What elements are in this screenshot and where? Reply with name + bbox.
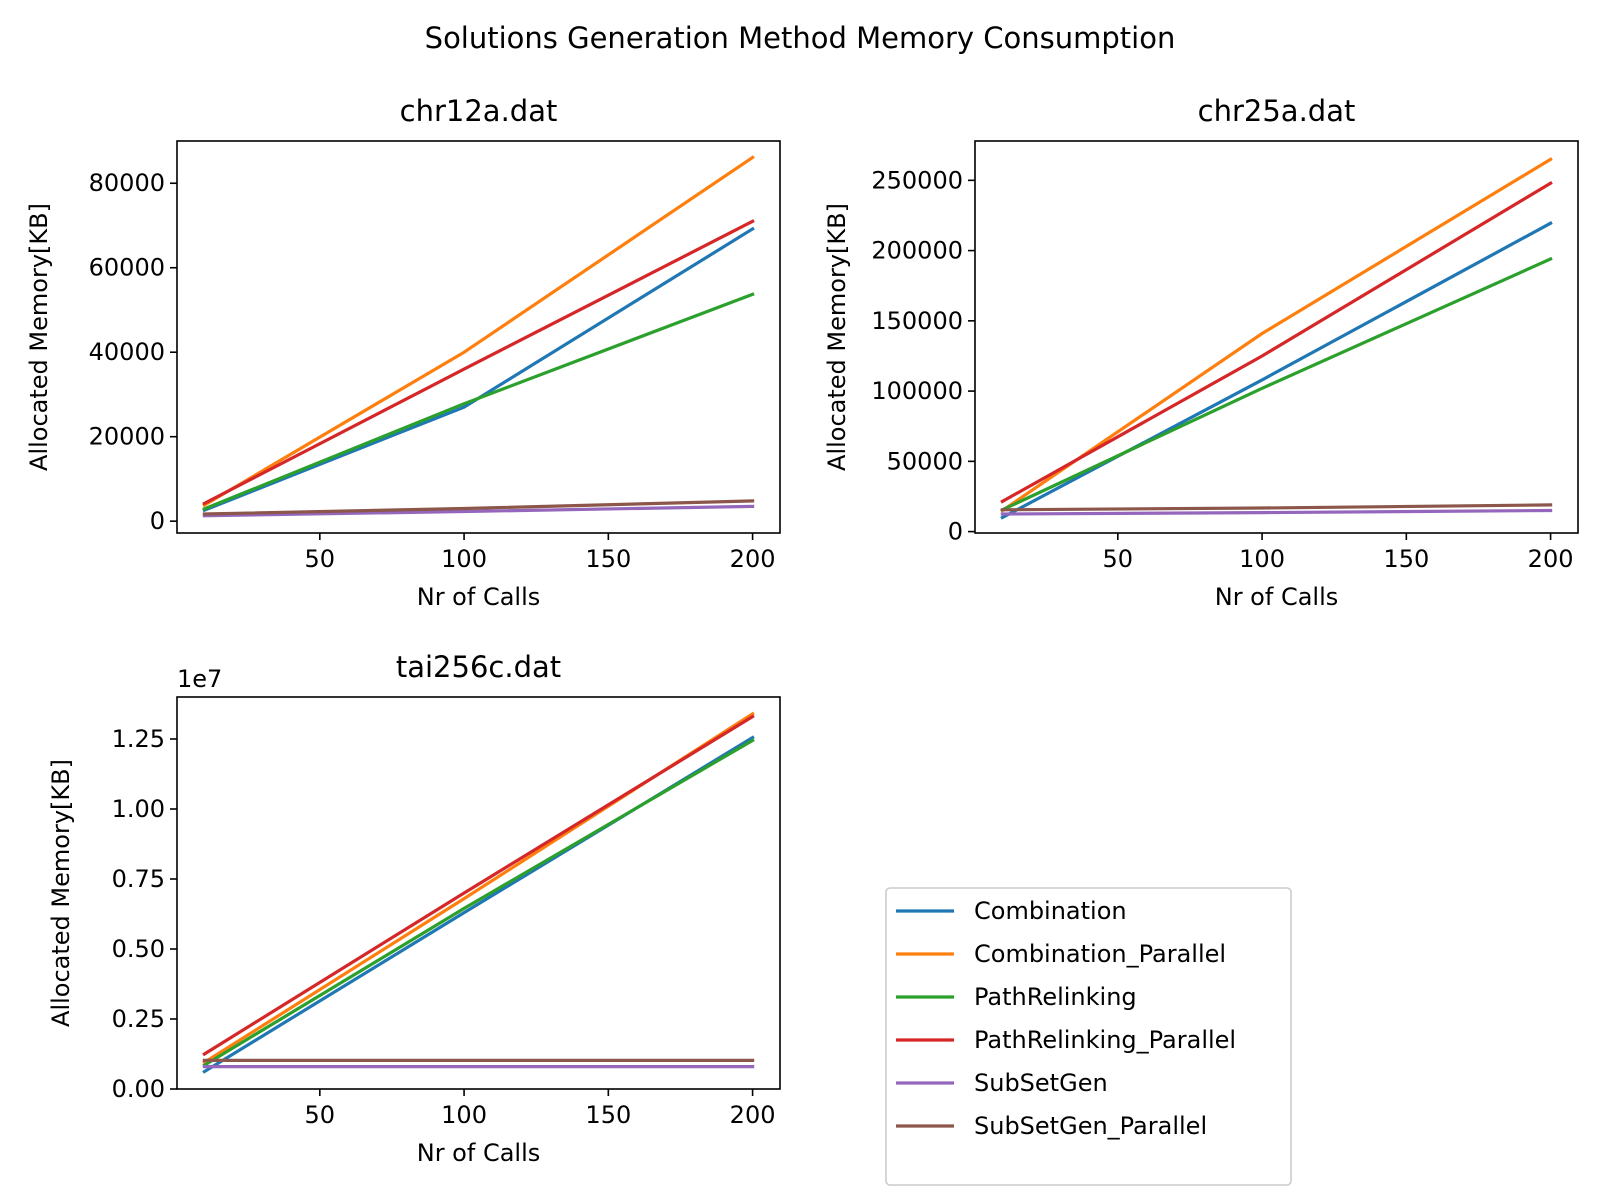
legend-label: PathRelinking bbox=[974, 983, 1137, 1011]
series-line-subsetgen bbox=[202, 504, 755, 518]
series-line-pathrelinking-parallel bbox=[202, 219, 755, 506]
x-tick-label: 100 bbox=[1239, 545, 1285, 573]
x-axis-label: Nr of Calls bbox=[417, 583, 541, 611]
subplot-title: chr12a.dat bbox=[400, 94, 558, 128]
legend-label: SubSetGen bbox=[974, 1069, 1108, 1097]
legend-label: SubSetGen_Parallel bbox=[974, 1112, 1207, 1140]
series-line-subsetgen-parallel bbox=[1000, 503, 1553, 512]
series-line-pathrelinking bbox=[1000, 256, 1553, 512]
y-tick-label: 0.75 bbox=[112, 865, 165, 893]
subplots: 50 100 150 200 0 20000 40000 60000 80000 chr12a.d… bbox=[25, 94, 1579, 1167]
y-tick-label: 0.50 bbox=[112, 935, 165, 963]
subplot-0: 50 100 150 200 0 20000 40000 60000 80000 chr12a.d… bbox=[25, 94, 781, 611]
legend-label: Combination_Parallel bbox=[974, 940, 1226, 968]
series-line-combination-parallel bbox=[202, 155, 755, 508]
y-tick-label: 200000 bbox=[871, 237, 963, 265]
y-tick-label: 1.25 bbox=[112, 725, 165, 753]
legend: Combination Combination_Parallel PathRelin… bbox=[885, 887, 1292, 1186]
y-tick-label: 100000 bbox=[871, 377, 963, 405]
y-tick-label: 0 bbox=[948, 518, 963, 546]
series-line-pathrelinking bbox=[202, 292, 755, 511]
series-line-combination bbox=[1000, 221, 1553, 520]
subplot-1: 50 100 150 200 0 50000 100000 150000 200000 25000… bbox=[823, 94, 1579, 611]
y-tick-label: 80000 bbox=[89, 169, 165, 197]
series-line-pathrelinking bbox=[202, 738, 755, 1068]
y-tick-label: 250000 bbox=[871, 166, 963, 194]
axes-frame bbox=[974, 140, 1579, 534]
y-tick-label: 20000 bbox=[89, 423, 165, 451]
x-tick-label: 50 bbox=[305, 545, 336, 573]
axes-frame bbox=[176, 140, 781, 534]
y-tick-label: 60000 bbox=[89, 254, 165, 282]
figure-title: Solutions Generation Method Memory Consu… bbox=[425, 21, 1176, 55]
y-axis-label: Allocated Memory[KB] bbox=[25, 203, 53, 471]
x-tick-label: 150 bbox=[585, 545, 631, 573]
legend-frame bbox=[885, 887, 1292, 1186]
series-line-combination-parallel bbox=[1000, 157, 1553, 513]
y-tick-label: 0.25 bbox=[112, 1005, 165, 1033]
y-tick-label: 0 bbox=[150, 507, 165, 535]
x-tick-label: 200 bbox=[730, 545, 776, 573]
y-tick-label: 0.00 bbox=[112, 1075, 165, 1103]
legend-label: Combination bbox=[974, 897, 1127, 925]
x-tick-label: 200 bbox=[1528, 545, 1574, 573]
y-axis-label: Allocated Memory[KB] bbox=[47, 759, 75, 1027]
subplot-2: 50 100 150 200 0.00 0.25 0.50 0.75 1.00 1.25 1e7 ta… bbox=[47, 650, 781, 1167]
x-tick-label: 200 bbox=[730, 1101, 776, 1129]
subplot-title: chr25a.dat bbox=[1198, 94, 1356, 128]
series-line-pathrelinking-parallel bbox=[202, 714, 755, 1057]
x-tick-label: 100 bbox=[441, 1101, 487, 1129]
x-tick-label: 50 bbox=[305, 1101, 336, 1129]
y-tick-label: 40000 bbox=[89, 338, 165, 366]
y-tick-label: 150000 bbox=[871, 307, 963, 335]
y-tick-label: 1.00 bbox=[112, 795, 165, 823]
y-tick-label: 50000 bbox=[887, 447, 963, 475]
y-offset-label: 1e7 bbox=[177, 665, 222, 693]
x-axis-label: Nr of Calls bbox=[1215, 583, 1339, 611]
y-axis-label: Allocated Memory[KB] bbox=[823, 203, 851, 471]
series-line-subsetgen-parallel bbox=[202, 499, 755, 516]
series-line-subsetgen bbox=[1000, 508, 1553, 516]
series-line-combination bbox=[202, 226, 755, 513]
x-axis-label: Nr of Calls bbox=[417, 1139, 541, 1167]
axes-frame bbox=[176, 696, 781, 1090]
legend-label: PathRelinking_Parallel bbox=[974, 1026, 1236, 1054]
x-tick-label: 150 bbox=[585, 1101, 631, 1129]
x-tick-label: 50 bbox=[1103, 545, 1134, 573]
subplot-title: tai256c.dat bbox=[396, 650, 561, 684]
x-tick-label: 100 bbox=[441, 545, 487, 573]
x-tick-label: 150 bbox=[1383, 545, 1429, 573]
series-line-pathrelinking-parallel bbox=[1000, 181, 1553, 504]
